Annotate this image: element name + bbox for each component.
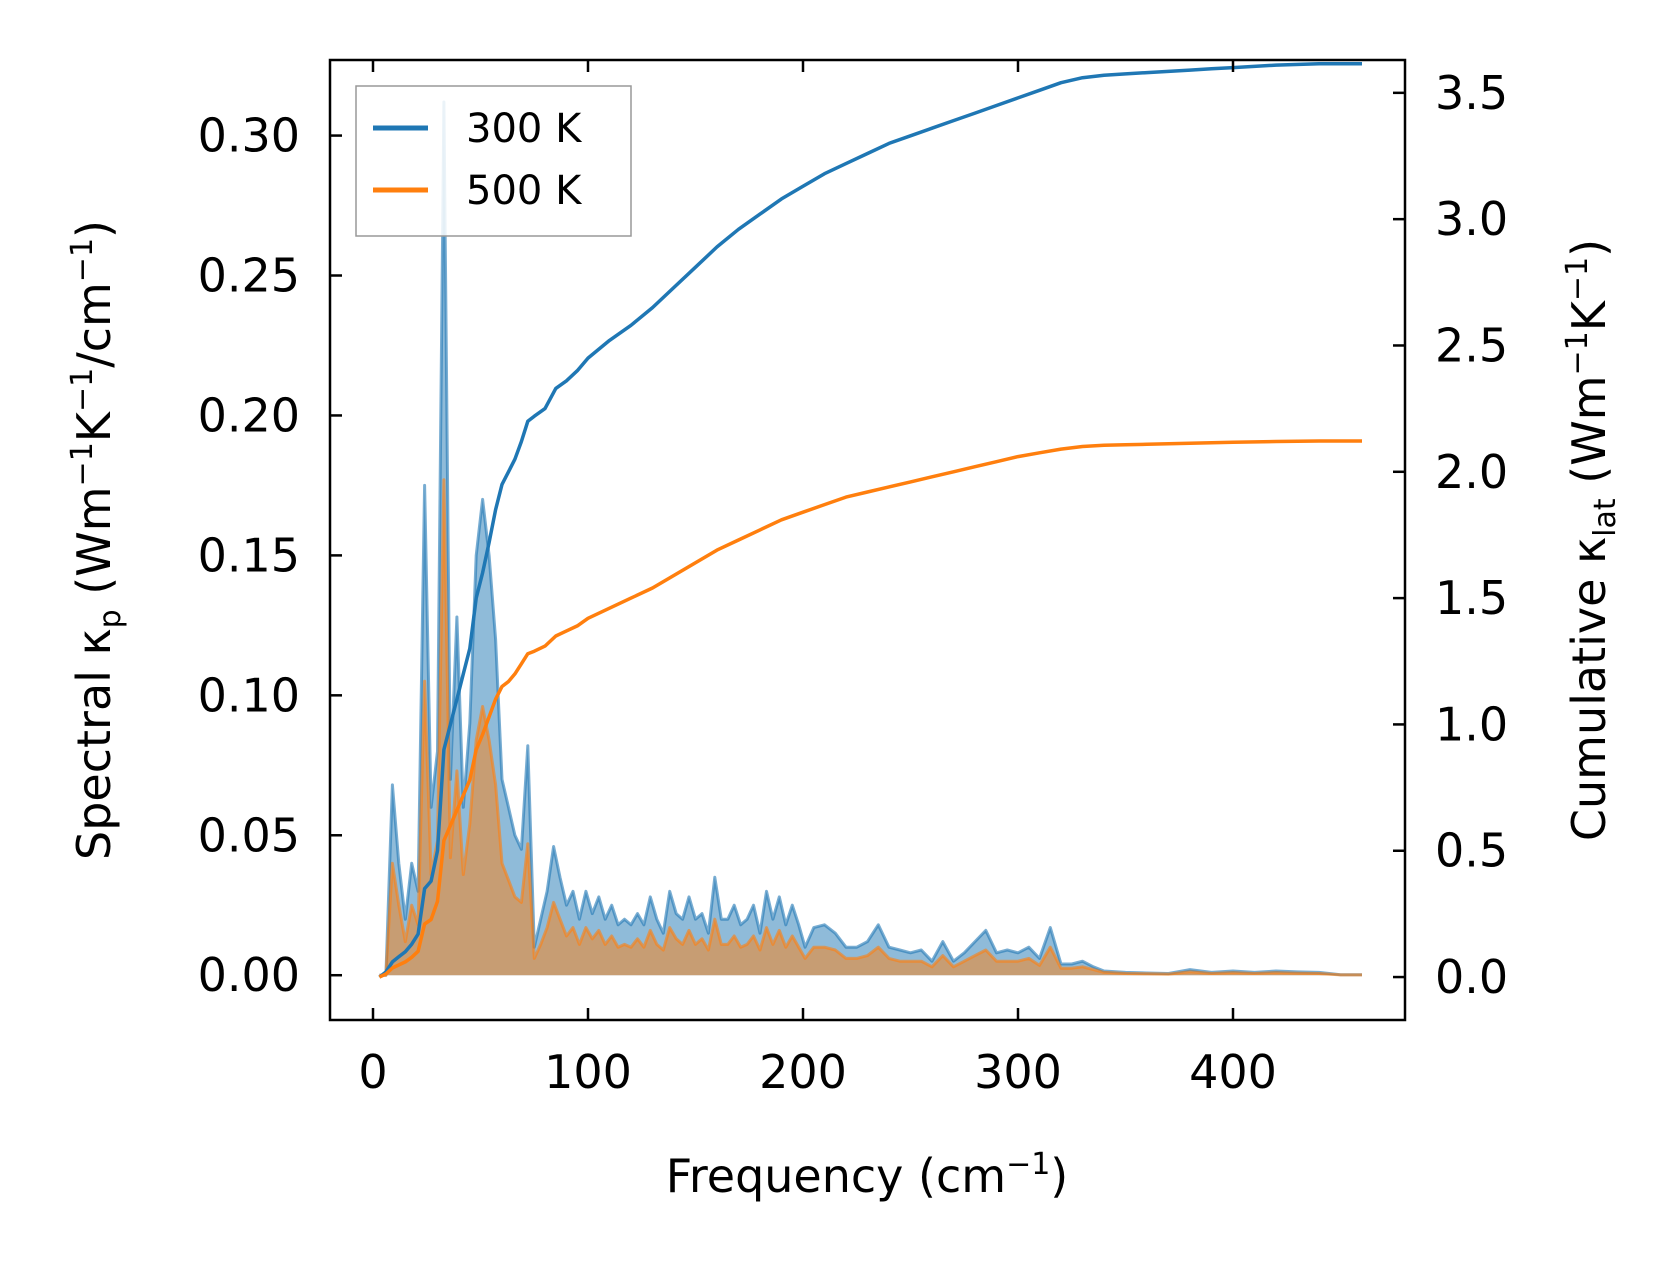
legend-box — [355, 85, 632, 237]
y-axis-right-title: Cumulative κlat (Wm−1K−1) — [1560, 239, 1623, 841]
plot-area — [378, 62, 1362, 979]
y-right-tick-label: 0.5 — [1435, 824, 1508, 878]
y-right-tick-label: 2.0 — [1435, 445, 1508, 499]
spectral-area-500k — [379, 479, 1362, 976]
x-axis: 0 100 200 300 400 — [358, 60, 1277, 1099]
x-tick-label: 200 — [759, 1045, 847, 1099]
y-right-tick-label: 0.0 — [1435, 950, 1508, 1004]
y-right-tick-label: 1.5 — [1435, 571, 1508, 625]
x-tick-label: 100 — [544, 1045, 632, 1099]
y-right-tick-label: 3.0 — [1435, 192, 1508, 246]
x-tick-label: 0 — [358, 1045, 387, 1099]
y-axis-left-title: Spectral κp (Wm−1K−1/cm−1) — [65, 220, 128, 860]
spectral-line-500k — [379, 478, 1362, 977]
x-axis-title: Frequency (cm−1) — [666, 1147, 1069, 1203]
y-left-tick-label: 0.05 — [198, 808, 300, 862]
y-right-tick-label: 1.0 — [1435, 697, 1508, 751]
legend-label-300k: 300 K — [466, 106, 583, 152]
y-axis-right: 0.0 0.5 1.0 1.5 2.0 2.5 3.0 3.5 — [1393, 66, 1508, 1004]
y-left-tick-label: 0.15 — [198, 528, 300, 582]
x-tick-label: 400 — [1189, 1045, 1277, 1099]
y-axis-left: 0.00 0.05 0.10 0.15 0.20 0.25 0.30 — [198, 109, 342, 1002]
cumulative-lines — [378, 62, 1362, 979]
y-left-tick-label: 0.30 — [198, 109, 300, 163]
y-left-tick-label: 0.10 — [198, 668, 300, 722]
x-tick-label: 300 — [974, 1045, 1062, 1099]
cumulative-line-500k — [378, 439, 1362, 979]
y-left-tick-label: 0.20 — [198, 388, 300, 442]
spectral-line-300k — [379, 100, 1362, 977]
cumulative-line-300k — [378, 62, 1362, 979]
y-right-tick-label: 2.5 — [1435, 318, 1508, 372]
spectral-fills — [379, 102, 1362, 976]
plot-frame — [328, 58, 1407, 1022]
y-left-tick-label: 0.00 — [198, 948, 300, 1002]
y-right-tick-label: 3.5 — [1435, 66, 1508, 120]
legend-label-500k: 500 K — [466, 168, 583, 214]
legend: 300 K 500 K — [355, 85, 632, 237]
y-left-tick-label: 0.25 — [198, 249, 300, 303]
spectral-lines — [379, 100, 1362, 977]
